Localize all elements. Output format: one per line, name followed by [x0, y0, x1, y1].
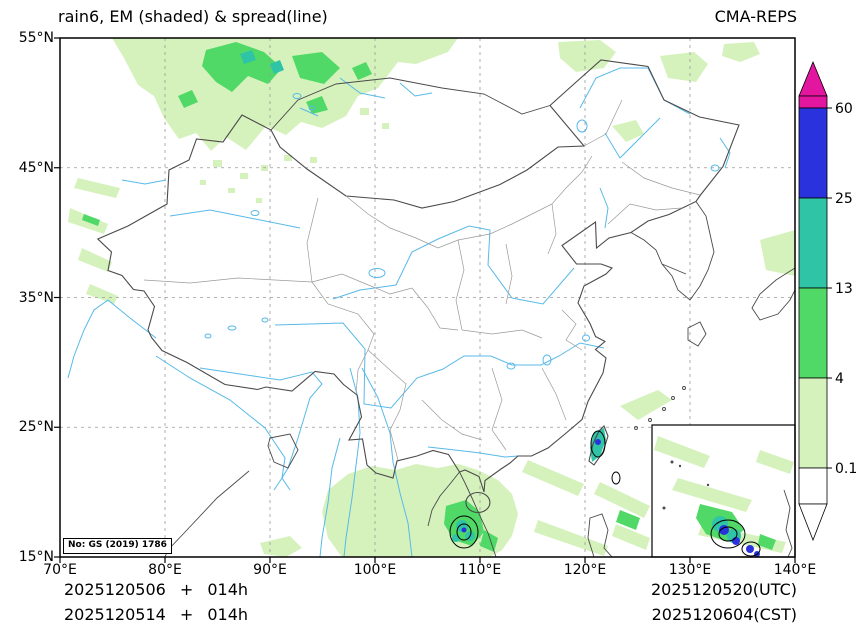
colorbar-label-13: 13: [835, 281, 853, 297]
axes-frame: [54, 37, 796, 563]
colorbar-svg: 60 25 13 4 0.1: [798, 60, 857, 542]
lon-label-90e: 90°E: [253, 562, 287, 578]
colorbar-segment-25-60: [798, 107, 828, 199]
colorbar: 60 25 13 4 0.1: [796, 52, 860, 556]
map-license-stamp: No: GS (2019) 1786: [63, 538, 172, 554]
lon-label-140e: 140°E: [773, 562, 817, 578]
lon-label-80e: 80°E: [148, 562, 182, 578]
colorbar-arrow-over: [798, 60, 828, 97]
inset-spread-contours: [710, 519, 761, 557]
lat-label-45n: 45°N: [18, 160, 54, 176]
lat-label-25n: 25°N: [18, 419, 54, 435]
shade-band-0p1-4: [68, 38, 795, 557]
colorbar-arrow-under: [798, 503, 828, 542]
colorbar-segment-under0p1: [798, 467, 828, 505]
lon-label-130e: 130°E: [668, 562, 712, 578]
colorbar-segment-13-25: [798, 197, 828, 289]
colorbar-segment-over60: [798, 95, 828, 109]
rivers: [67, 67, 731, 557]
shade-band-25-60: [461, 439, 601, 533]
model-name: CMA-REPS: [714, 7, 797, 26]
lat-label-15n: 15°N: [18, 549, 54, 565]
lon-label-110e: 110°E: [458, 562, 502, 578]
plot-title: rain6, EM (shaded) & spread(line): [58, 7, 328, 26]
colorbar-label-0p1: 0.1: [835, 461, 857, 477]
lon-label-120e: 120°E: [563, 562, 607, 578]
inset-islands: [662, 460, 710, 510]
national-border: [96, 59, 740, 514]
south-china-sea-inset: [651, 424, 796, 558]
map-panel: [54, 37, 796, 563]
china-precip-map: [54, 37, 796, 563]
province-borders: [143, 99, 701, 461]
colorbar-label-60: 60: [835, 101, 853, 117]
colorbar-label-4: 4: [835, 371, 844, 387]
footer-valid-utc: 2025120520(UTC): [651, 580, 797, 599]
graticule: [60, 38, 795, 557]
lat-label-55n: 55°N: [18, 30, 54, 46]
lat-label-35n: 35°N: [18, 290, 54, 306]
footer-init-line2: 2025120514 + 014h: [64, 605, 249, 624]
colorbar-segment-4-13: [798, 287, 828, 379]
shade-band-4-13: [82, 42, 640, 552]
colorbar-segment-0p1-4: [798, 377, 828, 469]
inset-coastline: [783, 489, 793, 558]
foreign-borders: [164, 77, 795, 557]
precip-shading: [68, 38, 795, 557]
spread-contours: [449, 430, 621, 549]
lon-label-70e: 70°E: [43, 562, 77, 578]
lon-label-100e: 100°E: [353, 562, 397, 578]
footer-init-line1: 2025120506 + 014h: [64, 580, 249, 599]
footer-valid-cst: 2025120604(CST): [651, 605, 797, 624]
colorbar-label-25: 25: [835, 191, 853, 207]
